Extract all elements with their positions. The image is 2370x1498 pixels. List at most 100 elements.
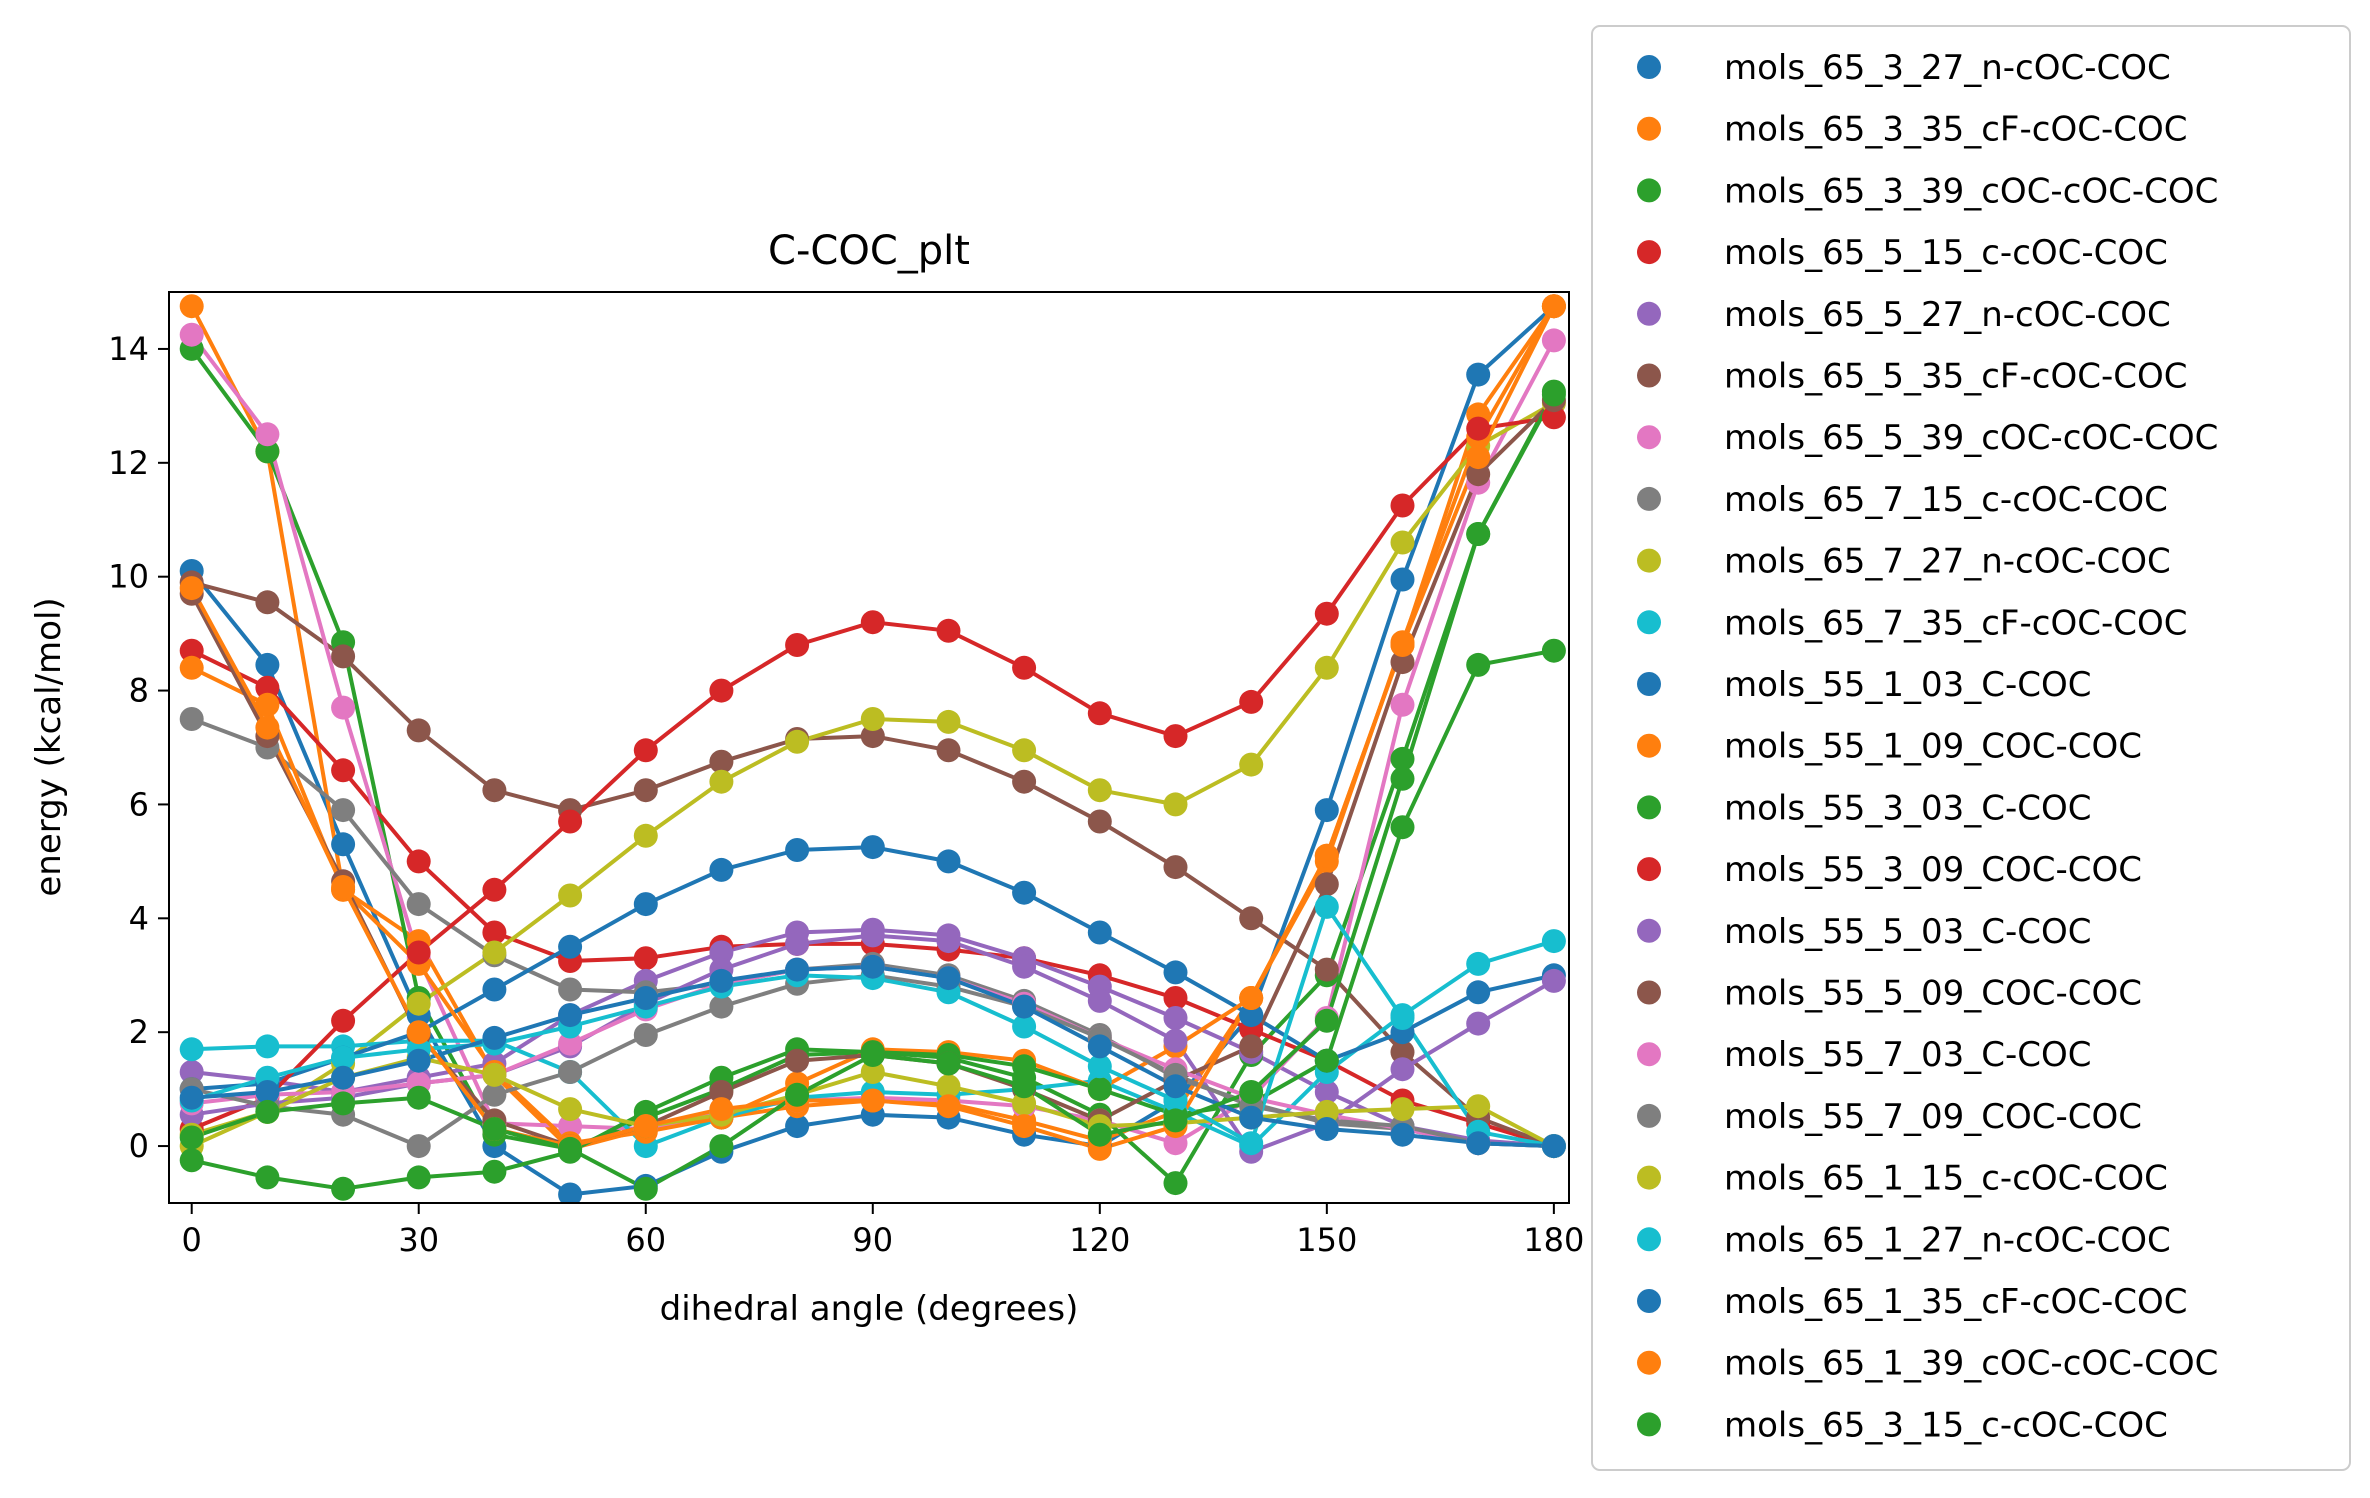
legend-label-9: mols_65_7_35_cF-cOC-COC	[1724, 603, 2187, 643]
data-point-2-13	[1163, 1171, 1188, 1196]
data-point-8-10	[936, 709, 961, 734]
y-tick-label-6: 6	[129, 785, 149, 823]
legend-label-12: mols_55_3_03_C-COC	[1724, 788, 2092, 828]
data-point-22-14	[1239, 1080, 1264, 1104]
data-point-13-9	[860, 610, 885, 635]
data-point-19-12	[1087, 1054, 1112, 1079]
x-tick-label-120: 120	[1069, 1221, 1130, 1259]
legend-marker-4	[1637, 301, 1661, 326]
x-tick-label-180: 180	[1523, 1221, 1584, 1259]
legend-box	[1591, 25, 2351, 1471]
legend-marker-18	[1637, 1165, 1661, 1190]
legend-marker-20	[1637, 1289, 1661, 1313]
legend-marker-9	[1637, 610, 1661, 635]
data-point-14-12	[1087, 988, 1112, 1013]
data-point-20-9	[860, 954, 885, 979]
data-point-22-8	[785, 1082, 810, 1107]
legend-label-6: mols_65_5_39_cOC-cOC-COC	[1724, 418, 2218, 458]
plot-area: 0 30 60 90 120 150 180 0 2 4 6 8 10 12 14	[108, 291, 1584, 1259]
data-point-20-14	[1239, 1105, 1264, 1130]
data-point-12-12	[1087, 1077, 1112, 1102]
data-point-5-15	[1314, 957, 1339, 982]
data-point-8-15	[1314, 655, 1339, 680]
data-point-8-14	[1239, 752, 1264, 777]
data-point-3-6	[633, 946, 658, 971]
data-point-8-13	[1163, 792, 1188, 817]
data-point-0-8	[785, 1114, 810, 1139]
data-point-15-7	[709, 1080, 734, 1104]
data-point-13-4	[482, 877, 507, 902]
legend-label-4: mols_65_5_27_n-cOC-COC	[1724, 295, 2171, 335]
data-point-22-18	[1541, 382, 1566, 407]
data-point-21-6	[633, 1114, 658, 1139]
axes-frame	[168, 291, 1570, 1204]
data-point-20-5	[558, 1003, 583, 1028]
data-point-17-4	[482, 1082, 507, 1107]
data-point-9-1	[255, 1034, 280, 1059]
data-point-15-16	[1390, 650, 1415, 675]
data-point-17-6	[633, 1023, 658, 1047]
data-point-20-6	[633, 986, 658, 1010]
legend-label-21: mols_65_1_39_cOC-cOC-COC	[1724, 1344, 2218, 1384]
data-point-22-2	[331, 1091, 356, 1116]
data-point-5-7	[709, 749, 734, 774]
data-point-19-14	[1239, 1131, 1264, 1156]
y-tick-label-2: 2	[129, 1013, 149, 1051]
data-point-10-7	[709, 857, 734, 882]
data-point-21-16	[1390, 633, 1415, 657]
data-point-20-15	[1314, 1117, 1339, 1141]
data-point-8-7	[709, 769, 734, 794]
legend-label-22: mols_65_3_15_c-cOC-COC	[1724, 1405, 2168, 1445]
x-tick-label-30: 30	[398, 1221, 439, 1259]
data-point-6-0	[179, 322, 204, 347]
data-point-17-7	[709, 994, 734, 1019]
data-point-14-11	[1012, 954, 1037, 979]
data-point-15-17	[1466, 462, 1491, 487]
data-point-21-0	[179, 576, 204, 601]
data-point-21-2	[331, 875, 356, 899]
data-point-20-10	[936, 966, 961, 991]
data-point-20-17	[1466, 1131, 1491, 1156]
data-point-22-0	[179, 1125, 204, 1150]
data-point-18-5	[558, 1097, 583, 1122]
data-point-7-3	[406, 892, 431, 917]
data-point-13-7	[709, 678, 734, 703]
data-point-13-2	[331, 1008, 356, 1033]
data-point-19-2	[331, 1045, 356, 1070]
data-point-13-14	[1239, 689, 1264, 714]
data-point-8-6	[633, 823, 658, 848]
data-point-8-5	[558, 883, 583, 908]
data-point-6-1	[255, 422, 280, 447]
data-point-22-5	[558, 1136, 583, 1161]
legend-marker-17	[1637, 1103, 1661, 1128]
data-point-13-16	[1390, 493, 1415, 518]
data-point-13-12	[1087, 701, 1112, 726]
legend-marker-19	[1637, 1227, 1661, 1252]
data-point-5-13	[1163, 855, 1188, 880]
data-point-3-3	[406, 849, 431, 874]
data-point-9-17	[1466, 951, 1491, 976]
data-point-5-12	[1087, 809, 1112, 834]
data-point-20-2	[331, 1065, 356, 1090]
data-point-20-7	[709, 968, 734, 993]
y-tick-label-10: 10	[108, 558, 149, 596]
data-point-4-13	[1163, 1006, 1188, 1030]
data-point-5-1	[255, 590, 280, 615]
data-point-5-10	[936, 738, 961, 763]
data-point-20-13	[1163, 1074, 1188, 1099]
legend-label-17: mols_55_7_09_COC-COC	[1724, 1097, 2142, 1137]
data-point-22-11	[1012, 1074, 1037, 1099]
data-point-20-16	[1390, 1122, 1415, 1147]
data-point-18-17	[1466, 1094, 1491, 1119]
data-point-6-16	[1390, 692, 1415, 717]
data-point-12-3	[406, 1165, 431, 1190]
chart-title: C-COC_plt	[768, 228, 970, 274]
data-point-20-11	[1012, 994, 1037, 1019]
data-point-5-16	[1390, 1040, 1415, 1065]
legend-marker-22	[1637, 1412, 1661, 1437]
legend-marker-6	[1637, 425, 1661, 450]
x-tick-label-150: 150	[1296, 1221, 1357, 1259]
data-point-12-1	[255, 1165, 280, 1190]
legend-label-8: mols_65_7_27_n-cOC-COC	[1724, 542, 2171, 582]
